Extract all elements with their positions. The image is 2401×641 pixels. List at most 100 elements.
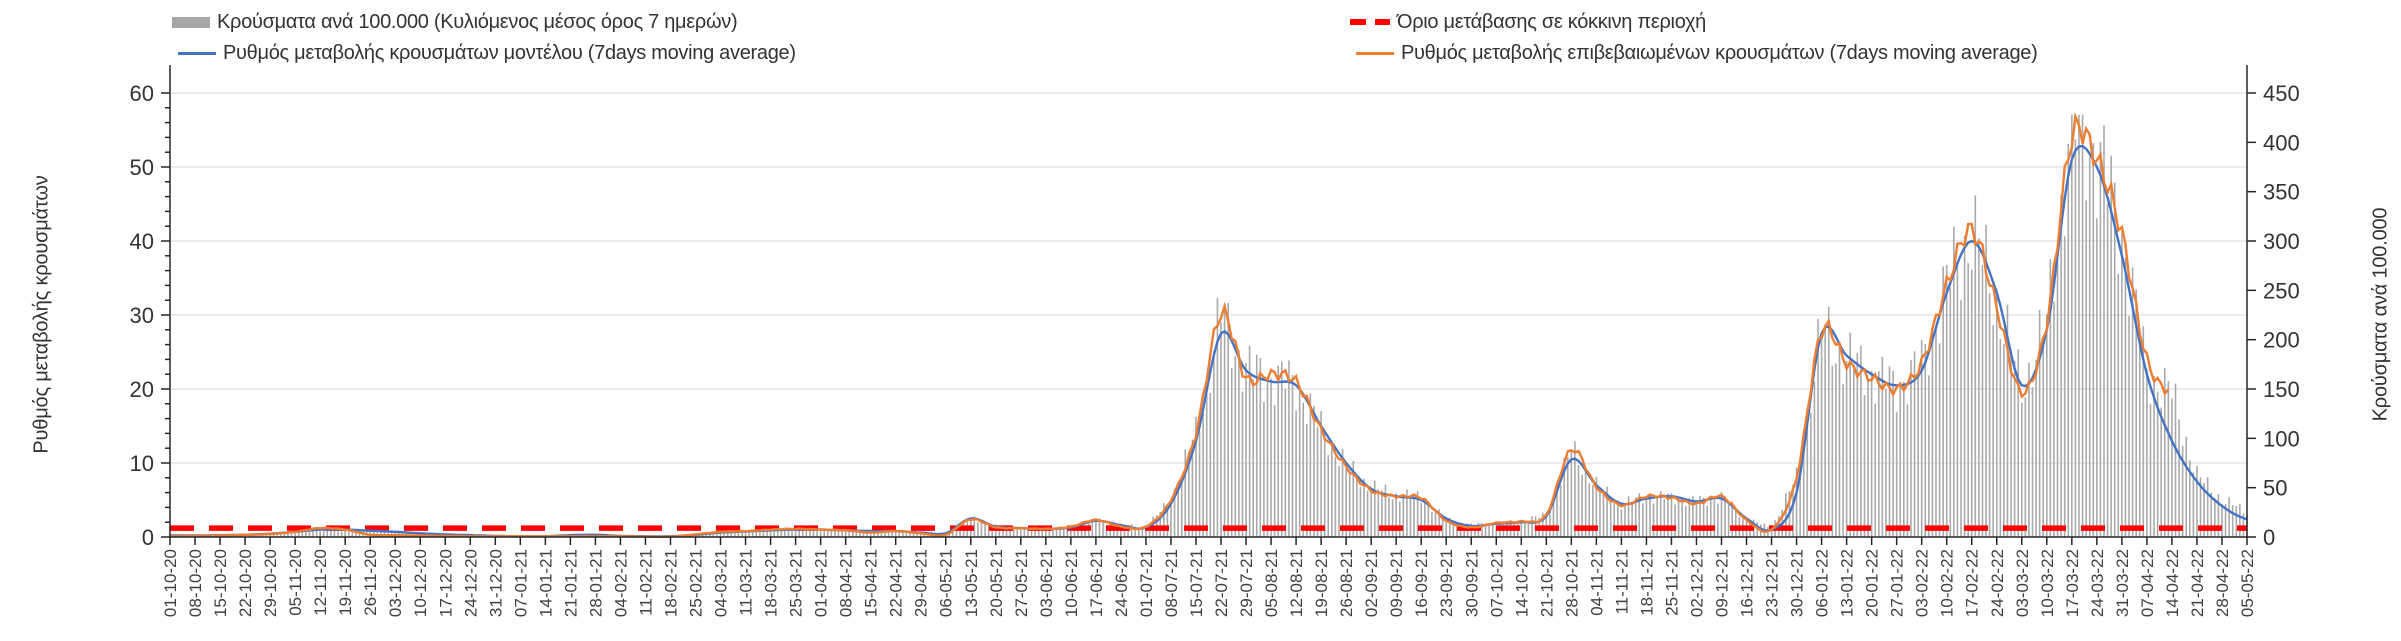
svg-text:05-11-20: 05-11-20	[286, 549, 305, 616]
svg-text:15-04-21: 15-04-21	[862, 549, 881, 617]
svg-text:16-09-21: 16-09-21	[1412, 549, 1431, 617]
svg-text:09-12-21: 09-12-21	[1712, 549, 1731, 617]
svg-text:13-01-22: 13-01-22	[1838, 549, 1857, 617]
svg-text:01-07-21: 01-07-21	[1137, 549, 1156, 617]
svg-text:10: 10	[130, 451, 154, 476]
svg-text:25-11-21: 25-11-21	[1662, 549, 1681, 616]
svg-text:350: 350	[2263, 180, 2300, 205]
svg-text:05-08-21: 05-08-21	[1262, 549, 1281, 617]
svg-text:18-02-21: 18-02-21	[661, 549, 680, 617]
svg-text:18-03-21: 18-03-21	[762, 549, 781, 617]
svg-text:21-04-22: 21-04-22	[2188, 549, 2207, 617]
svg-text:200: 200	[2263, 328, 2300, 353]
right-axis-tick-labels: 0 50 100 150 200 250 300 350 400 450	[2263, 81, 2300, 550]
legend-item-model-rate: Ρυθμός μεταβολής κρουσμάτων μοντέλου (7d…	[178, 40, 796, 66]
svg-text:10-02-22: 10-02-22	[1938, 549, 1957, 617]
svg-text:24-02-22: 24-02-22	[1988, 549, 2007, 617]
svg-text:0: 0	[142, 525, 154, 550]
svg-text:15-10-20: 15-10-20	[211, 549, 230, 617]
svg-text:04-03-21: 04-03-21	[712, 549, 731, 617]
svg-text:09-09-21: 09-09-21	[1387, 549, 1406, 617]
svg-text:250: 250	[2263, 278, 2300, 303]
svg-text:06-05-21: 06-05-21	[937, 549, 956, 617]
svg-text:02-12-21: 02-12-21	[1687, 549, 1706, 617]
svg-text:400: 400	[2263, 130, 2300, 155]
legend-label: Κρούσματα ανά 100.000 (Κυλιόμενος μέσος …	[217, 10, 738, 33]
svg-text:10-06-21: 10-06-21	[1062, 549, 1081, 617]
svg-text:04-11-21: 04-11-21	[1587, 549, 1606, 616]
svg-text:07-10-21: 07-10-21	[1487, 549, 1506, 617]
svg-text:11-03-21: 11-03-21	[737, 549, 756, 616]
svg-text:07-04-22: 07-04-22	[2138, 549, 2157, 617]
x-axis-date-labels: 01-10-20 08-10-20 15-10-20 22-10-20 29-10-20…	[161, 549, 2257, 617]
legend-item-confirmed-rate: Ρυθμός μεταβολής επιβεβαιωμένων κρουσμάτ…	[1356, 40, 2038, 66]
svg-text:23-09-21: 23-09-21	[1437, 549, 1456, 617]
svg-text:22-10-20: 22-10-20	[236, 549, 255, 617]
svg-text:20: 20	[130, 377, 154, 402]
svg-text:07-01-21: 07-01-21	[511, 549, 530, 617]
svg-text:30-09-21: 30-09-21	[1462, 549, 1481, 617]
svg-text:01-10-20: 01-10-20	[161, 549, 180, 617]
svg-text:23-12-21: 23-12-21	[1763, 549, 1782, 617]
svg-text:08-10-20: 08-10-20	[186, 549, 205, 617]
svg-text:29-07-21: 29-07-21	[1237, 549, 1256, 617]
confirmed-rate-line	[169, 111, 2170, 538]
svg-text:10-12-20: 10-12-20	[411, 549, 430, 617]
orange-line-icon	[1356, 51, 1394, 55]
svg-text:04-02-21: 04-02-21	[611, 549, 630, 617]
legend-item-red-zone-threshold: Όριο μετάβασης σε κόκκινη περιοχή	[1350, 9, 1706, 35]
svg-text:05-05-22: 05-05-22	[2238, 549, 2257, 617]
svg-text:21-01-21: 21-01-21	[561, 549, 580, 617]
svg-text:150: 150	[2263, 377, 2300, 402]
svg-text:14-04-22: 14-04-22	[2163, 549, 2182, 617]
legend-label: Όριο μετάβασης σε κόκκινη περιοχή	[1397, 10, 1706, 33]
svg-text:29-04-21: 29-04-21	[912, 549, 931, 617]
svg-text:50: 50	[130, 155, 154, 180]
legend-label: Ρυθμός μεταβολής επιβεβαιωμένων κρουσμάτ…	[1401, 41, 2038, 64]
svg-text:31-12-20: 31-12-20	[486, 549, 505, 617]
svg-text:29-10-20: 29-10-20	[261, 549, 280, 617]
svg-text:450: 450	[2263, 81, 2300, 106]
svg-text:19-11-20: 19-11-20	[336, 549, 355, 616]
svg-text:30-12-21: 30-12-21	[1788, 549, 1807, 617]
svg-text:03-06-21: 03-06-21	[1037, 549, 1056, 617]
svg-text:13-05-21: 13-05-21	[962, 549, 981, 617]
svg-text:22-07-21: 22-07-21	[1212, 549, 1231, 617]
svg-text:60: 60	[130, 81, 154, 106]
svg-text:08-04-21: 08-04-21	[837, 549, 856, 617]
svg-text:02-09-21: 02-09-21	[1362, 549, 1381, 617]
svg-text:17-06-21: 17-06-21	[1087, 549, 1106, 617]
bars-series	[169, 114, 2248, 538]
svg-text:20-01-22: 20-01-22	[1863, 549, 1882, 617]
svg-text:0: 0	[2263, 525, 2275, 550]
svg-text:03-03-22: 03-03-22	[2013, 549, 2032, 617]
svg-text:22-04-21: 22-04-21	[887, 549, 906, 617]
svg-text:25-02-21: 25-02-21	[687, 549, 706, 617]
axes	[161, 65, 2256, 545]
svg-text:20-05-21: 20-05-21	[987, 549, 1006, 617]
svg-text:300: 300	[2263, 229, 2300, 254]
svg-text:17-12-20: 17-12-20	[436, 549, 455, 617]
svg-text:03-12-20: 03-12-20	[386, 549, 405, 617]
svg-text:24-06-21: 24-06-21	[1112, 549, 1131, 617]
legend-item-cases-per-100k: Κρούσματα ανά 100.000 (Κυλιόμενος μέσος …	[172, 9, 738, 35]
svg-text:28-01-21: 28-01-21	[586, 549, 605, 617]
svg-text:08-07-21: 08-07-21	[1162, 549, 1181, 617]
svg-text:16-12-21: 16-12-21	[1738, 549, 1757, 617]
svg-text:26-11-20: 26-11-20	[361, 549, 380, 616]
blue-line-icon	[178, 51, 216, 55]
svg-text:26-08-21: 26-08-21	[1337, 549, 1356, 617]
svg-text:14-10-21: 14-10-21	[1512, 549, 1531, 617]
svg-text:18-11-21: 18-11-21	[1637, 549, 1656, 616]
svg-text:11-02-21: 11-02-21	[636, 549, 655, 616]
svg-text:100: 100	[2263, 426, 2300, 451]
svg-text:15-07-21: 15-07-21	[1187, 549, 1206, 617]
left-axis-tick-labels: 0 10 20 30 40 50 60	[130, 81, 154, 550]
svg-text:17-03-22: 17-03-22	[2063, 549, 2082, 617]
svg-text:31-03-22: 31-03-22	[2113, 549, 2132, 617]
svg-text:28-10-21: 28-10-21	[1562, 549, 1581, 617]
svg-text:14-01-21: 14-01-21	[536, 549, 555, 617]
svg-text:30: 30	[130, 303, 154, 328]
